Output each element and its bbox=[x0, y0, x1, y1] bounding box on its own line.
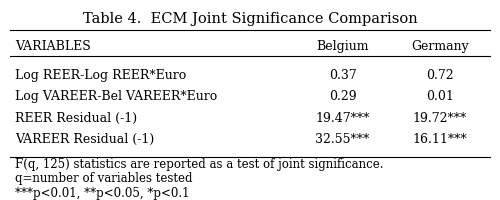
Text: 0.29: 0.29 bbox=[328, 90, 356, 103]
Text: Belgium: Belgium bbox=[316, 40, 369, 53]
Text: VAREER Residual (-1): VAREER Residual (-1) bbox=[15, 133, 154, 146]
Text: 16.11***: 16.11*** bbox=[412, 133, 468, 146]
Text: 0.01: 0.01 bbox=[426, 90, 454, 103]
Text: F(q, 125) statistics are reported as a test of joint significance.: F(q, 125) statistics are reported as a t… bbox=[15, 158, 384, 171]
Text: Germany: Germany bbox=[411, 40, 469, 53]
Text: 19.72***: 19.72*** bbox=[413, 112, 467, 125]
Text: Log REER-Log REER*Euro: Log REER-Log REER*Euro bbox=[15, 69, 186, 82]
Text: VARIABLES: VARIABLES bbox=[15, 40, 91, 53]
Text: 0.37: 0.37 bbox=[328, 69, 356, 82]
Text: 19.47***: 19.47*** bbox=[316, 112, 370, 125]
Text: q=number of variables tested: q=number of variables tested bbox=[15, 172, 192, 185]
Text: 32.55***: 32.55*** bbox=[316, 133, 370, 146]
Text: ***p<0.01, **p<0.05, *p<0.1: ***p<0.01, **p<0.05, *p<0.1 bbox=[15, 187, 190, 200]
Text: Table 4.  ECM Joint Significance Comparison: Table 4. ECM Joint Significance Comparis… bbox=[82, 12, 417, 26]
Text: 0.72: 0.72 bbox=[426, 69, 454, 82]
Text: Log VAREER-Bel VAREER*Euro: Log VAREER-Bel VAREER*Euro bbox=[15, 90, 217, 103]
Text: REER Residual (-1): REER Residual (-1) bbox=[15, 112, 137, 125]
